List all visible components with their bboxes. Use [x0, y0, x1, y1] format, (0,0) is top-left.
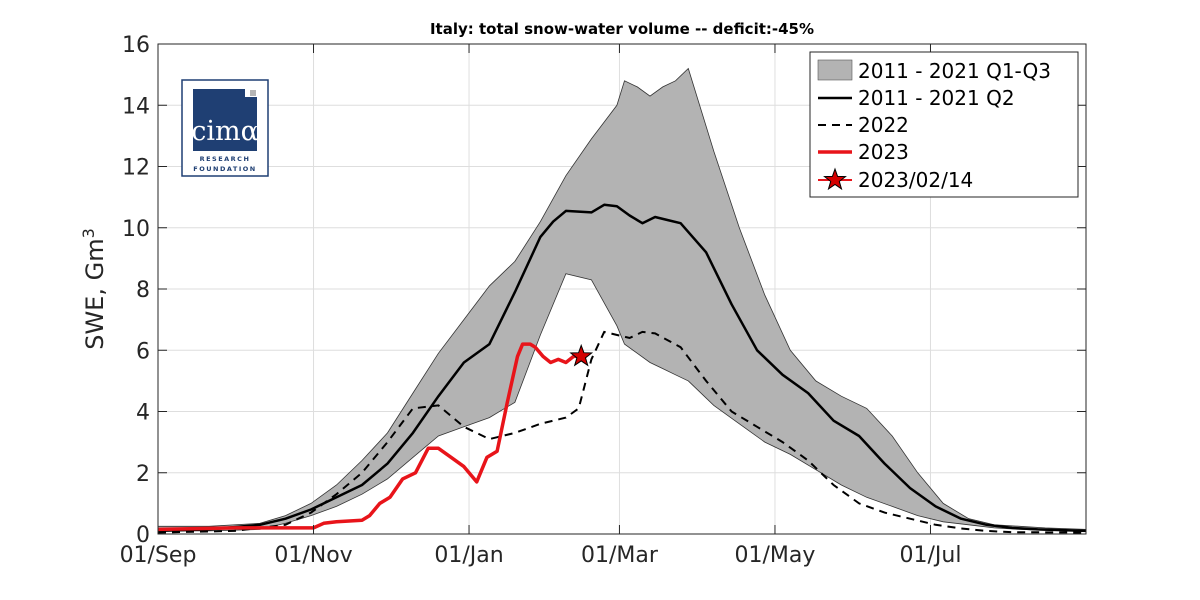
- logo-line-foundation: FOUNDATION: [193, 165, 256, 173]
- y-tick-label: 4: [136, 401, 150, 426]
- series-line-2023: [157, 342, 582, 532]
- legend-label-band: 2011 - 2021 Q1-Q3: [858, 59, 1051, 83]
- y-tick-label: 8: [136, 278, 150, 303]
- current-date-star-marker: [569, 343, 594, 367]
- chart-title: Italy: total snow-water volume -- defici…: [430, 20, 814, 38]
- logo-line-research: RESEARCH: [200, 155, 251, 163]
- x-tick-label: 01/Jul: [900, 543, 962, 568]
- legend-label-2022: 2022: [858, 113, 909, 137]
- y-tick-label: 0: [136, 523, 150, 548]
- y-tick-label: 16: [122, 33, 150, 58]
- legend-box: [809, 51, 1079, 198]
- x-tick-label: 01/May: [735, 543, 816, 568]
- y-axis-label-text: SWE, Gm: [81, 238, 109, 349]
- legend-label-2023: 2023: [858, 140, 909, 164]
- series-line-median: [157, 203, 1087, 533]
- y-axis-label-superscript: 3: [79, 228, 98, 238]
- y-tick-label: 12: [122, 156, 150, 181]
- x-tick-label: 01/Mar: [581, 543, 659, 568]
- series-line-2022: [157, 330, 1087, 534]
- legend-swatch-band: [817, 59, 853, 81]
- logo-block: [193, 89, 257, 151]
- x-tick-label: 01/Sep: [120, 543, 197, 568]
- legend-star-shape: [823, 167, 847, 191]
- legend-star-icon: [823, 167, 847, 191]
- legend-label-marker: 2023/02/14: [858, 168, 973, 192]
- y-tick-label: 14: [122, 94, 150, 119]
- logo-corner-square: [250, 90, 256, 96]
- axes: 0 2 4 6 8 10 12 14 16 01/Sep 01/Nov 01/Jan 01/Mar 01/…: [120, 33, 1086, 568]
- y-tick-label: 6: [136, 339, 150, 364]
- y-axis-label: SWE, Gm3: [79, 228, 109, 350]
- logo-word: cimα: [191, 116, 259, 147]
- y-tick-label: 2: [136, 462, 150, 487]
- legend-label-median: 2011 - 2021 Q2: [858, 86, 1015, 110]
- x-tick-label: 01/Jan: [434, 543, 503, 568]
- y-tick-label: 10: [122, 217, 150, 242]
- cima-logo: cimα RESEARCH FOUNDATION: [181, 79, 269, 177]
- legend: 2011 - 2021 Q1-Q3 2011 - 2021 Q2 2022 20…: [809, 51, 1079, 198]
- x-tick-label: 01/Nov: [274, 543, 352, 568]
